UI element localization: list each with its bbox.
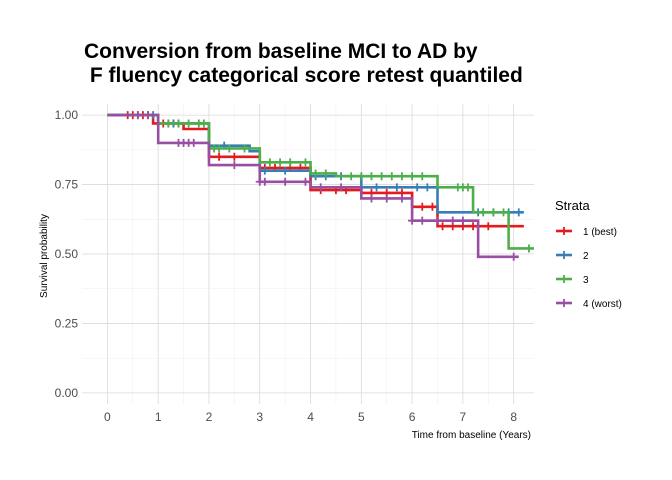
censor-mark (408, 172, 417, 181)
censor-mark (524, 244, 533, 253)
legend-item-2: 2 (556, 251, 589, 262)
series-4 (107, 111, 519, 261)
censor-mark (189, 138, 198, 147)
censor-mark (301, 158, 310, 167)
censor-mark (397, 194, 406, 203)
legend-item-3: 3 (556, 275, 589, 286)
censor-mark (184, 119, 193, 128)
legend-title: Strata (555, 198, 590, 213)
y-tick-label: 0.75 (55, 178, 79, 192)
censor-mark (372, 183, 381, 192)
x-tick-label: 4 (307, 410, 314, 424)
censor-mark (428, 202, 437, 211)
censor-mark (418, 216, 427, 225)
x-axis: 0 1 2 3 4 5 6 7 8 (104, 410, 517, 424)
censor-mark (392, 183, 401, 192)
legend: Strata 1 (best) 2 3 4 (worst) (555, 198, 622, 310)
censor-mark (418, 202, 427, 211)
censor-mark (448, 216, 457, 225)
censor-mark (276, 158, 285, 167)
legend-label: 3 (583, 275, 589, 286)
series-group (107, 111, 534, 261)
censor-mark (311, 169, 320, 178)
censor-mark (423, 183, 432, 192)
censor-mark (479, 208, 488, 217)
censor-mark (316, 183, 325, 192)
censor-mark (463, 183, 472, 192)
censor-mark (215, 152, 224, 161)
censor-mark (144, 111, 153, 120)
series-3 (107, 113, 534, 253)
censor-mark (413, 183, 422, 192)
legend-label: 1 (best) (583, 227, 617, 238)
censor-mark (260, 177, 269, 186)
censor-mark (382, 194, 391, 203)
x-tick-label: 2 (206, 410, 213, 424)
censor-mark (337, 183, 346, 192)
censor-mark (281, 177, 290, 186)
censor-mark (281, 166, 290, 175)
censor-mark (489, 208, 498, 217)
censor-mark (230, 161, 239, 170)
censor-mark (509, 252, 518, 261)
censor-mark (408, 216, 417, 225)
plot-grid (82, 104, 534, 404)
censor-mark (260, 166, 269, 175)
chart-title-line-1: Conversion from baseline MCI to AD by (84, 40, 478, 63)
censor-mark (458, 216, 467, 225)
censor-mark (164, 119, 173, 128)
x-axis-label: Time from baseline (Years) (412, 430, 531, 441)
series-2 (107, 111, 524, 217)
censor-mark (174, 119, 183, 128)
x-tick-label: 6 (409, 410, 416, 424)
y-tick-label: 0.50 (55, 247, 79, 261)
y-axis-label: Survival probability (39, 214, 50, 298)
censor-mark (265, 158, 274, 167)
x-tick-label: 5 (358, 410, 365, 424)
censor-mark (438, 222, 447, 231)
y-tick-label: 0.25 (55, 316, 79, 330)
censor-mark (199, 119, 208, 128)
censor-mark (367, 172, 376, 181)
series-line (107, 113, 534, 250)
censor-mark (230, 152, 239, 161)
x-tick-label: 1 (155, 410, 162, 424)
legend-item-4: 4 (worst) (556, 299, 622, 310)
censor-mark (357, 172, 366, 181)
censor-mark (367, 194, 376, 203)
censor-mark (499, 208, 508, 217)
censor-mark (215, 144, 224, 153)
x-tick-label: 7 (460, 410, 467, 424)
censor-mark (418, 172, 427, 181)
censor-mark (133, 111, 142, 120)
series-line (107, 113, 524, 214)
y-tick-label: 1.00 (55, 108, 79, 122)
legend-item-1: 1 (best) (556, 227, 617, 238)
y-tick-label: 0.00 (55, 386, 79, 400)
censor-mark (225, 144, 234, 153)
y-axis: 0.00 0.25 0.50 0.75 1.00 (55, 108, 79, 400)
censor-mark (240, 144, 249, 153)
censor-mark (514, 208, 523, 217)
censor-mark (397, 172, 406, 181)
censor-mark (286, 158, 295, 167)
legend-label: 4 (worst) (583, 299, 622, 310)
x-tick-label: 0 (104, 410, 111, 424)
x-tick-label: 3 (256, 410, 263, 424)
censor-mark (484, 222, 493, 231)
censor-mark (301, 177, 310, 186)
censor-mark (321, 169, 330, 178)
x-tick-label: 8 (510, 410, 517, 424)
censor-mark (387, 172, 396, 181)
censor-mark (347, 172, 356, 181)
chart-title-line-2: F fluency categorical score retest quant… (84, 64, 523, 87)
censor-mark (469, 222, 478, 231)
censor-mark (377, 172, 386, 181)
censor-mark (433, 216, 442, 225)
legend-label: 2 (583, 251, 589, 262)
